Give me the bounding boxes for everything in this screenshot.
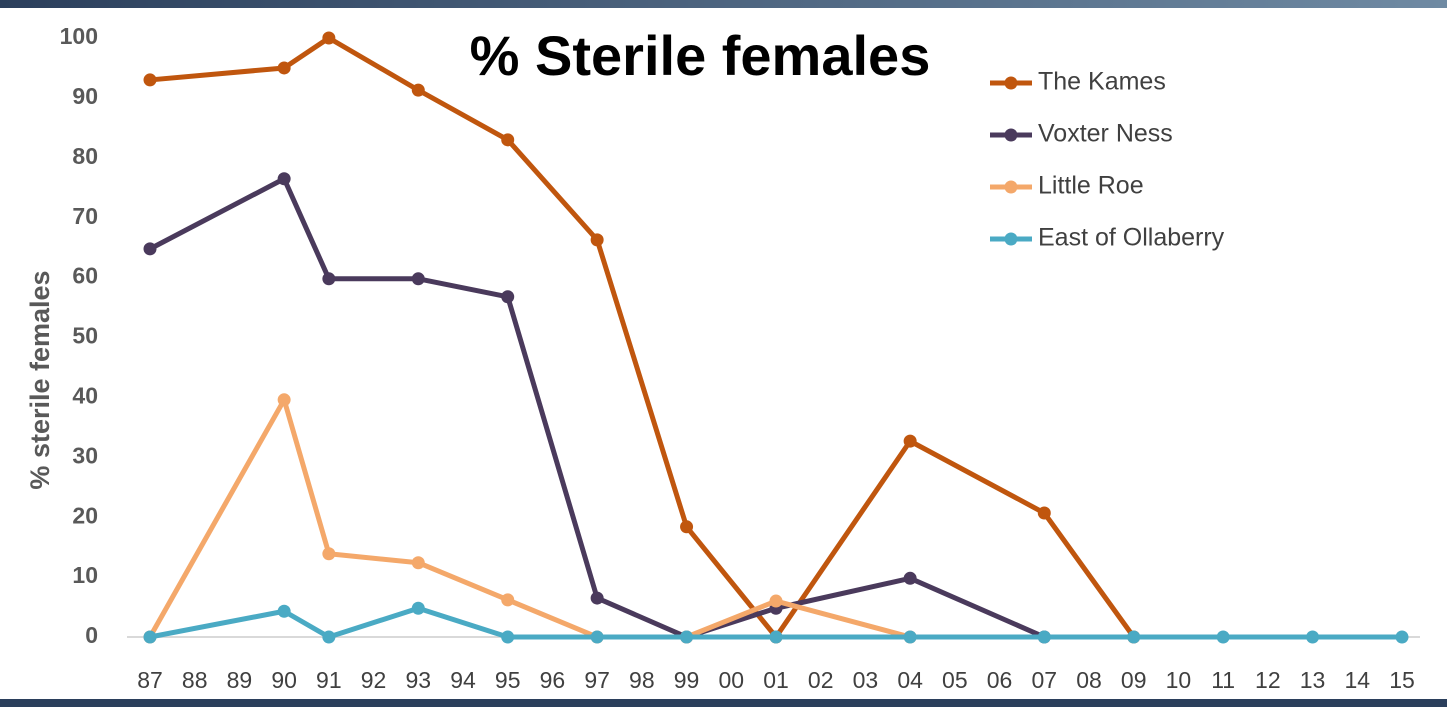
data-point: [1037, 506, 1051, 520]
x-tick-label: 15: [1389, 667, 1415, 693]
data-point: [143, 242, 157, 256]
top-bar: [0, 0, 1447, 8]
data-point: [680, 520, 694, 534]
y-tick-label: 10: [72, 562, 98, 588]
legend-marker: [1004, 232, 1018, 246]
x-tick-label: 87: [137, 667, 163, 693]
series-line: [148, 176, 1046, 640]
data-point: [277, 604, 291, 618]
data-point: [277, 393, 291, 407]
data-point: [903, 571, 917, 585]
y-tick-label: 20: [72, 502, 98, 528]
x-tick-label: 99: [674, 667, 700, 693]
legend-label: East of Ollaberry: [1038, 224, 1225, 252]
y-tick-label: 50: [72, 323, 98, 349]
data-point: [411, 83, 425, 97]
x-tick-label: 05: [942, 667, 968, 693]
x-tick-label: 08: [1076, 667, 1102, 693]
y-tick-label: 30: [72, 442, 98, 468]
x-tick-label: 00: [718, 667, 744, 693]
x-tick-label: 11: [1211, 667, 1235, 693]
data-point: [322, 547, 336, 561]
data-point: [680, 630, 694, 644]
data-point: [411, 601, 425, 615]
x-tick-label: 01: [763, 667, 789, 693]
x-tick-label: 96: [540, 667, 566, 693]
x-tick-label: 92: [361, 667, 387, 693]
data-point: [1306, 630, 1320, 644]
x-tick-label: 13: [1300, 667, 1326, 693]
data-point: [1037, 630, 1051, 644]
chart-title: % Sterile females: [470, 24, 931, 87]
y-tick-label: 90: [72, 83, 98, 109]
data-point: [322, 31, 336, 45]
data-point: [277, 61, 291, 75]
x-tick-label: 02: [808, 667, 834, 693]
x-tick-label: 93: [405, 667, 431, 693]
data-point: [1216, 630, 1230, 644]
legend-marker: [1004, 180, 1018, 194]
y-tick-label: 100: [60, 23, 98, 49]
x-tick-label: 95: [495, 667, 521, 693]
x-tick-label: 97: [584, 667, 610, 693]
data-point: [769, 594, 783, 608]
x-tick-label: 90: [271, 667, 297, 693]
data-point: [903, 630, 917, 644]
data-point: [277, 172, 291, 186]
data-point: [322, 630, 336, 644]
data-point: [590, 233, 604, 247]
data-point: [411, 272, 425, 286]
x-tick-label: 10: [1166, 667, 1192, 693]
data-point: [1395, 630, 1409, 644]
y-tick-label: 40: [72, 382, 98, 408]
series-line: [149, 605, 1402, 640]
x-tick-label: 12: [1255, 667, 1281, 693]
data-point: [903, 434, 917, 448]
y-tick-label: 0: [85, 622, 98, 648]
data-point: [590, 591, 604, 605]
x-tick-label: 88: [182, 667, 208, 693]
bottom-bar: [0, 699, 1447, 707]
data-point: [501, 630, 515, 644]
x-tick-label: 14: [1344, 667, 1370, 693]
data-point: [143, 73, 157, 87]
y-tick-label: 70: [72, 203, 98, 229]
data-point: [501, 290, 515, 304]
x-tick-label: 89: [227, 667, 253, 693]
legend-marker: [1004, 76, 1018, 90]
data-point: [411, 556, 425, 570]
y-axis-title: % sterile females: [25, 270, 55, 489]
x-tick-label: 91: [316, 667, 342, 693]
data-point: [501, 593, 515, 607]
y-tick-label: 60: [72, 263, 98, 289]
x-tick-label: 98: [629, 667, 655, 693]
data-point: [1127, 630, 1141, 644]
data-point: [501, 133, 515, 147]
x-tick-label: 07: [1031, 667, 1057, 693]
data-point: [322, 272, 336, 286]
data-point: [590, 630, 604, 644]
legend-label: Little Roe: [1038, 172, 1144, 200]
x-tick-label: 06: [987, 667, 1013, 693]
x-tick-label: 94: [450, 667, 476, 693]
x-tick-label: 03: [853, 667, 879, 693]
data-point: [143, 630, 157, 644]
x-tick-label: 09: [1121, 667, 1147, 693]
legend-label: The Kames: [1038, 68, 1166, 96]
data-point: [769, 630, 783, 644]
x-tick-label: 04: [897, 667, 923, 693]
series-line: [149, 35, 1136, 640]
legend-marker: [1004, 128, 1018, 142]
y-tick-label: 80: [72, 143, 98, 169]
legend-label: Voxter Ness: [1038, 120, 1173, 148]
